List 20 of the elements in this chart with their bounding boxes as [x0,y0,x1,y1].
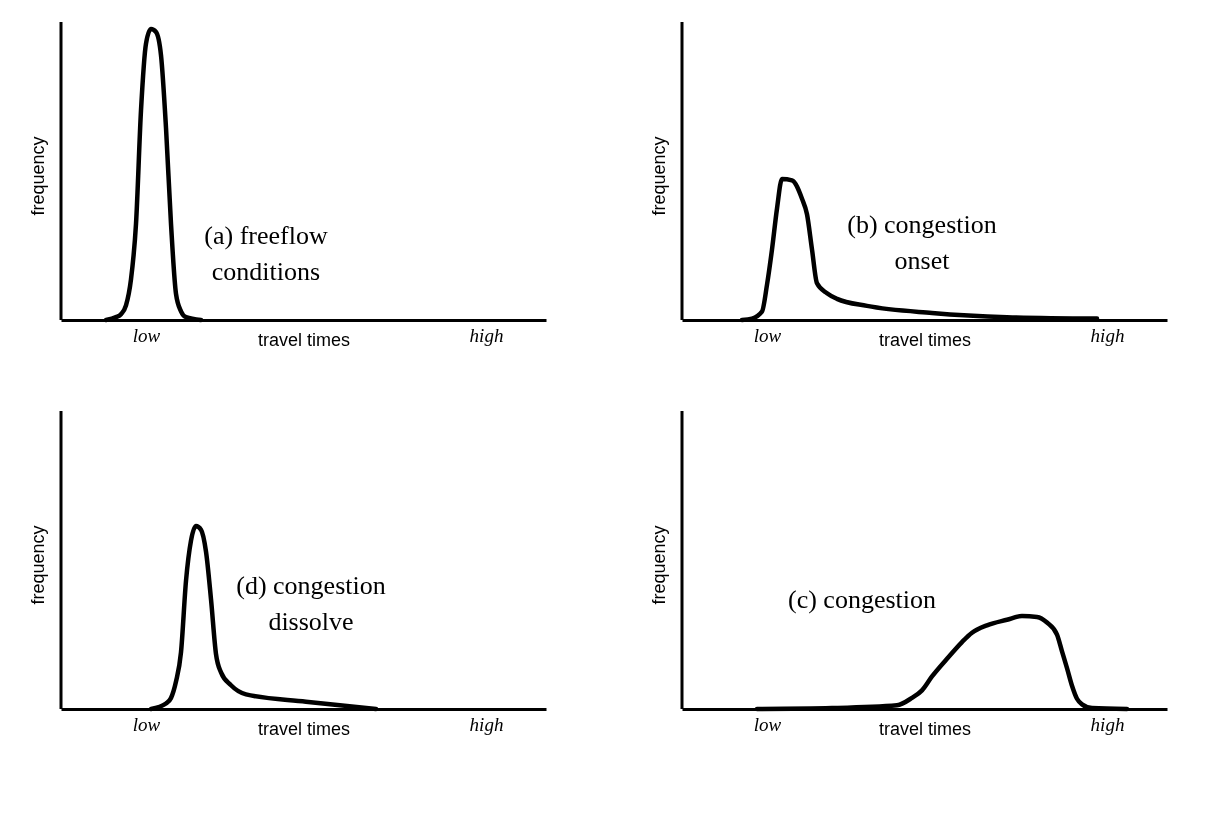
x-tick-label: high [1090,324,1125,346]
x-tick-label: high [469,713,504,735]
annotation: (d) congestion dissolve [236,571,386,636]
y-axis-title: frequency [649,136,669,216]
x-axis-title: travel times [878,718,972,739]
y-axis-title: frequency [28,525,48,605]
x-tick-label: low [132,324,161,346]
y-axis-title: frequency [28,136,48,216]
x-axis-title: travel times [257,329,351,350]
annotation: (b) congestion onset [847,210,997,275]
x-axis-title: travel times [257,718,351,739]
x-tick-label: high [1090,713,1125,735]
x-tick-label: low [753,713,782,735]
x-tick-label: low [132,713,161,735]
x-tick-label: low [753,324,782,346]
x-tick-label: high [469,324,504,346]
text: (c) congestion [787,585,937,614]
y-axis-title: frequency [649,525,669,605]
x-axis-title: travel times [878,329,972,350]
annotation: (a) freeflow conditions [204,221,328,286]
